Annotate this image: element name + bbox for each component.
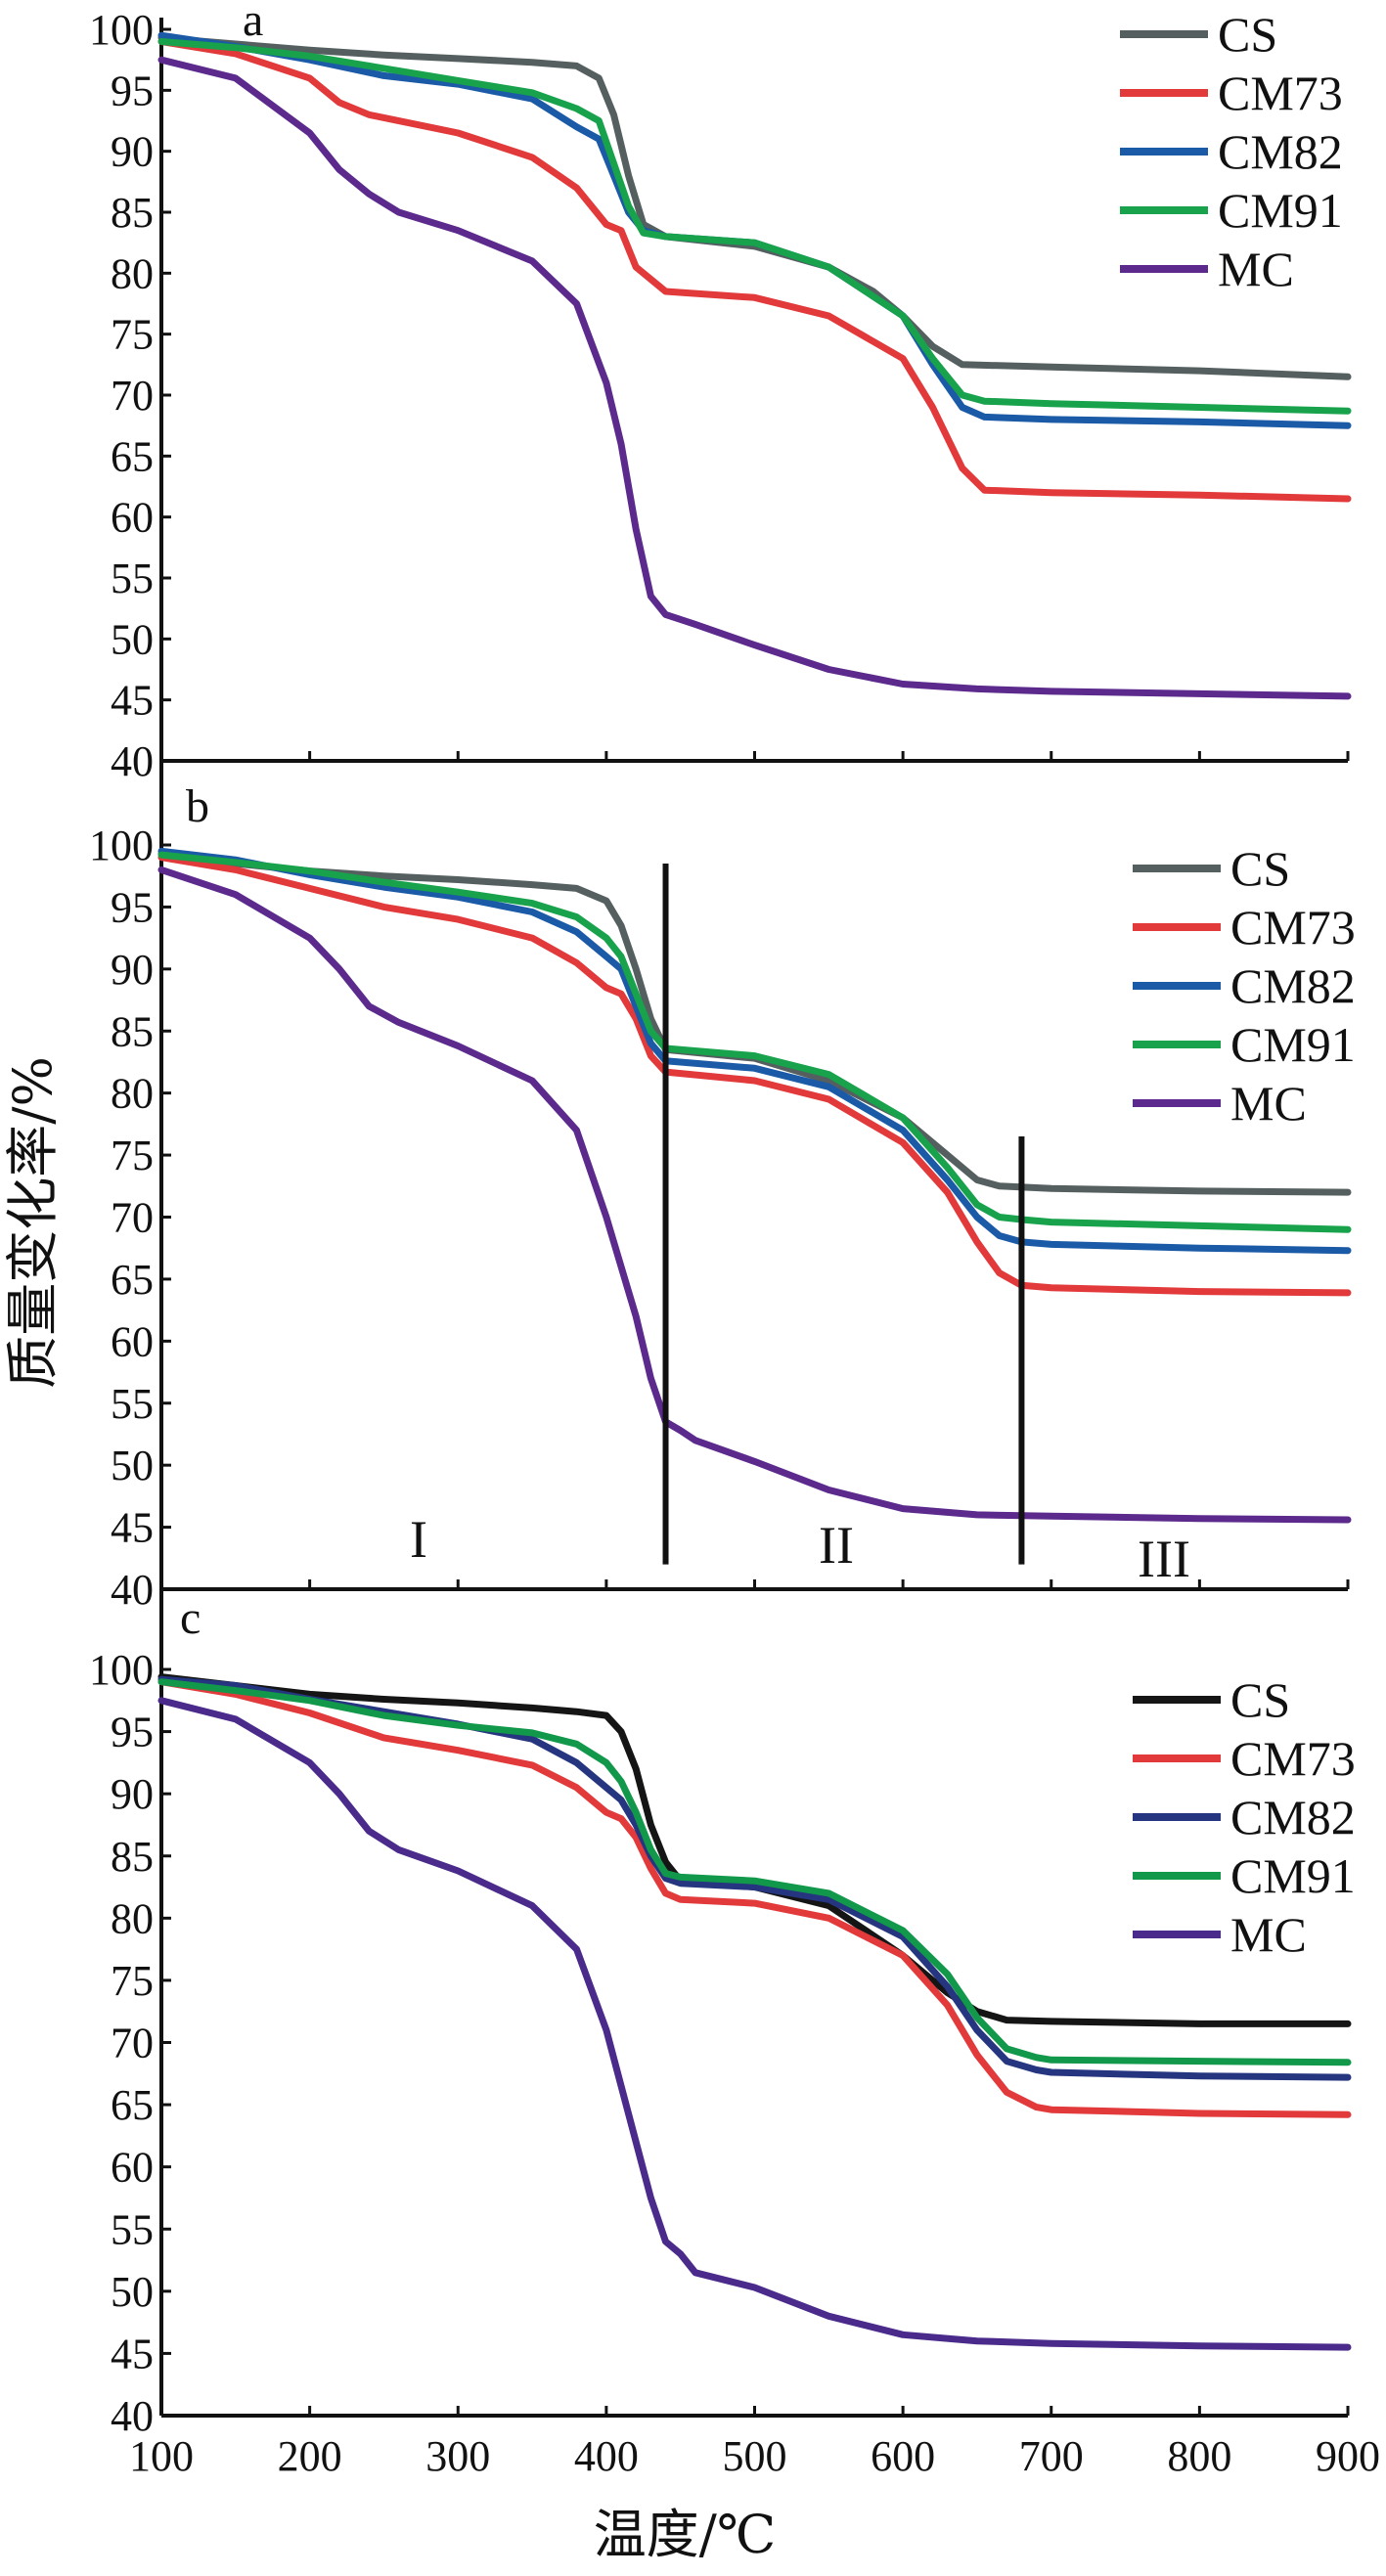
series-line-mc-b — [157, 866, 1352, 1524]
y-tick-label-c: 95 — [111, 1709, 154, 1756]
legend-label-cm82-a: CM82 — [1218, 124, 1343, 179]
y-tick-label-a: 90 — [111, 128, 154, 176]
series-line-cs-c — [157, 1673, 1352, 2027]
y-tick-label-b: 70 — [111, 1194, 154, 1242]
series-line-mc-a — [157, 56, 1352, 700]
curves-layer — [157, 31, 1352, 2351]
y-tick-label-b: 60 — [111, 1317, 154, 1365]
y-tick-label-b: 95 — [111, 883, 154, 931]
series-line-cm91-c — [157, 1678, 1352, 2066]
legend-label-cm91-b: CM91 — [1230, 1017, 1356, 1072]
region-label-i: I — [410, 1510, 427, 1569]
y-tick-label-b: 40 — [111, 1566, 154, 1614]
series-line-cm82-b — [157, 847, 1352, 1255]
series-line-cm91-a — [157, 38, 1352, 415]
y-tick-label-b: 45 — [111, 1504, 154, 1552]
region-label-ii: II — [819, 1516, 854, 1575]
y-tick-label-c: 55 — [111, 2205, 154, 2253]
y-tick-label-b: 100 — [89, 822, 154, 869]
y-axis-title: 质量变化率/% — [2, 1056, 64, 1389]
y-tick-label-a: 85 — [111, 189, 154, 237]
y-tick-label-c: 65 — [111, 2081, 154, 2129]
y-tick-label-a: 95 — [111, 67, 154, 114]
series-line-cm73-c — [157, 1678, 1352, 2118]
legend-label-cs-b: CS — [1230, 841, 1290, 896]
y-tick-label-a: 100 — [89, 6, 154, 54]
y-tick-label-c: 90 — [111, 1770, 154, 1818]
panel-label-b: b — [186, 780, 209, 832]
y-tick-label-c: 70 — [111, 2020, 154, 2067]
legend-label-cm73-c: CM73 — [1230, 1731, 1356, 1786]
legend-label-cs-a: CS — [1218, 7, 1277, 62]
x-tick-label: 300 — [425, 2432, 490, 2480]
x-tick-label: 800 — [1167, 2432, 1231, 2480]
y-tick-label-a: 70 — [111, 372, 154, 420]
legend-label-cm91-a: CM91 — [1218, 183, 1343, 238]
y-tick-label-c: 100 — [89, 1646, 154, 1694]
series-line-cs-a — [157, 34, 1352, 380]
y-tick-label-c: 50 — [111, 2268, 154, 2316]
legend-label-cm91-c: CM91 — [1230, 1848, 1356, 1903]
y-tick-label-c: 75 — [111, 1957, 154, 2005]
x-tick-label: 200 — [278, 2432, 342, 2480]
y-tick-label-b: 75 — [111, 1132, 154, 1179]
x-tick-label: 100 — [129, 2432, 194, 2480]
y-tick-label-b: 90 — [111, 946, 154, 994]
y-tick-label-c: 45 — [111, 2330, 154, 2377]
y-tick-label-a: 80 — [111, 249, 154, 297]
series-line-cm73-b — [157, 854, 1352, 1297]
legend-label-mc-c: MC — [1230, 1907, 1307, 1962]
x-tick-label: 400 — [574, 2432, 639, 2480]
panel-label-a: a — [243, 0, 263, 46]
y-tick-label-a: 60 — [111, 494, 154, 542]
y-tick-label-c: 60 — [111, 2144, 154, 2192]
legend-label-cm82-c: CM82 — [1230, 1790, 1356, 1844]
legend-label-cm73-a: CM73 — [1218, 66, 1343, 120]
y-tick-label-a: 45 — [111, 677, 154, 725]
y-tick-label-c: 85 — [111, 1833, 154, 1881]
y-tick-label-a: 55 — [111, 555, 154, 602]
y-tick-label-b: 85 — [111, 1007, 154, 1055]
legend-label-cm82-b: CM82 — [1230, 958, 1356, 1013]
panel-label-c: c — [180, 1592, 201, 1644]
axes-frame — [159, 18, 1350, 2418]
legend-label-cm73-b: CM73 — [1230, 900, 1356, 955]
x-axis-title: 温度/℃ — [594, 2504, 777, 2565]
x-tick-label: 700 — [1019, 2432, 1084, 2480]
legend-label-mc-a: MC — [1218, 242, 1294, 296]
x-tick-label: 600 — [871, 2432, 935, 2480]
y-tick-label-c: 40 — [111, 2392, 154, 2440]
series-line-cs-b — [157, 850, 1352, 1196]
y-tick-label-b: 50 — [111, 1442, 154, 1489]
y-tick-label-a: 65 — [111, 432, 154, 480]
y-tick-label-a: 40 — [111, 737, 154, 785]
y-tick-label-b: 80 — [111, 1070, 154, 1118]
y-tick-label-a: 75 — [111, 311, 154, 359]
y-tick-label-a: 50 — [111, 615, 154, 663]
region-label-iii: III — [1138, 1530, 1190, 1588]
x-tick-label: 500 — [723, 2432, 787, 2480]
y-tick-label-b: 65 — [111, 1256, 154, 1304]
series-line-mc-c — [157, 1697, 1352, 2351]
series-line-cm73-a — [157, 38, 1352, 503]
x-tick-label: 900 — [1316, 2432, 1380, 2480]
region-dividers — [662, 864, 1025, 1565]
y-tick-label-b: 55 — [111, 1380, 154, 1428]
series-line-cm91-b — [157, 851, 1352, 1233]
tick-labels: 4045505560657075808590951004045505560657… — [89, 6, 1380, 2480]
legend-label-mc-b: MC — [1230, 1076, 1307, 1131]
legend-label-cs-c: CS — [1230, 1672, 1290, 1727]
legends: CSCM73CM82CM91MCCSCM73CM82CM91MCCSCM73CM… — [1120, 7, 1356, 1962]
y-tick-label-c: 80 — [111, 1894, 154, 1942]
